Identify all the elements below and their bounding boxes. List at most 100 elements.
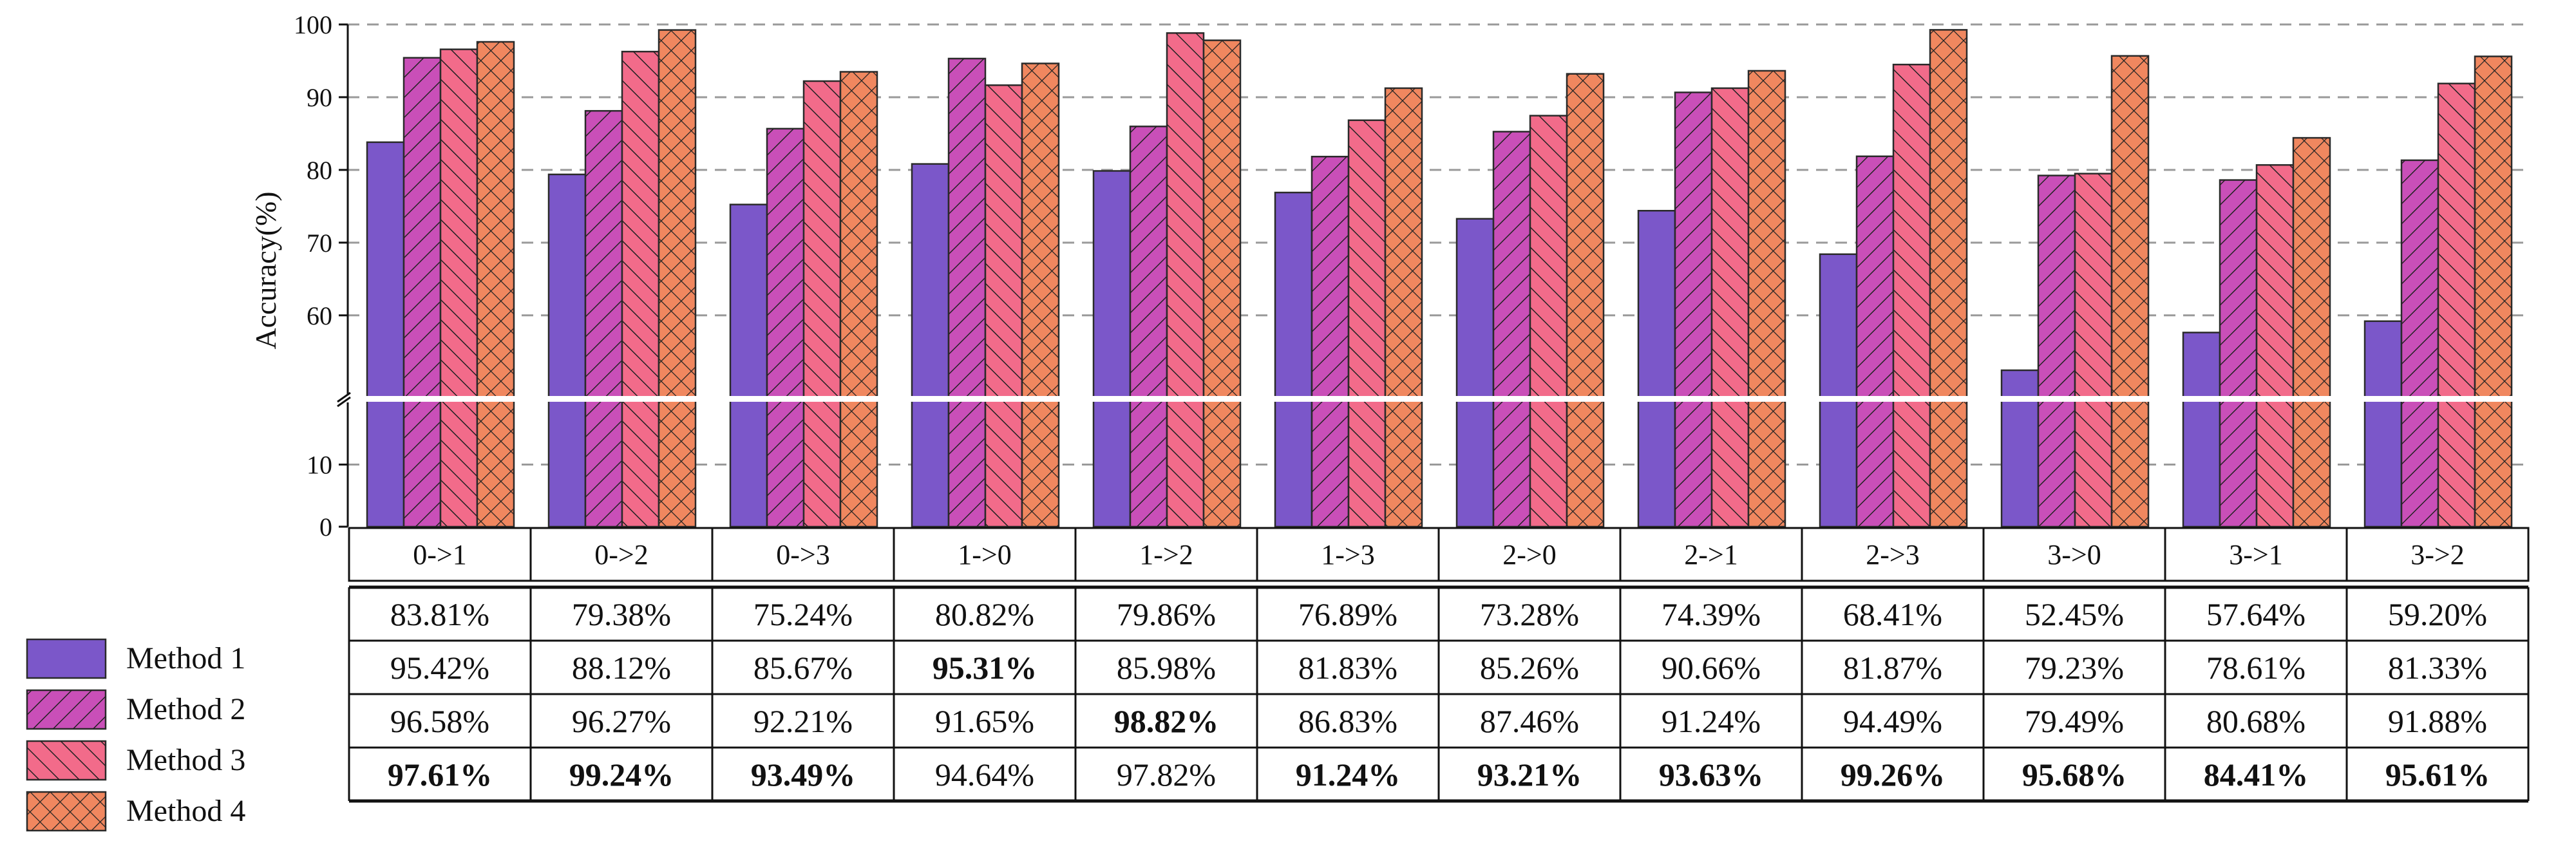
data-label: 97.61% (388, 757, 493, 793)
data-label: 87.46% (1480, 703, 1579, 739)
bar-hatch (804, 80, 840, 527)
data-label: 79.23% (2025, 650, 2124, 686)
data-label: 79.86% (1117, 596, 1216, 632)
legend-swatch-hatch (27, 741, 106, 780)
data-label: 95.42% (390, 650, 489, 686)
y-axis: 60 70 80 90 100 0 10 (294, 10, 349, 542)
x-tick-label: 1->3 (1321, 539, 1374, 570)
bar-method-1 (366, 141, 405, 528)
bar-hatch (1167, 33, 1204, 527)
bar-hatch (1567, 73, 1604, 527)
data-label: 73.28% (1480, 596, 1579, 632)
bar-hatch (2401, 160, 2438, 527)
bar-method-1 (1274, 191, 1313, 528)
y-tick-label: 10 (307, 451, 332, 480)
legend-label: Method 3 (126, 743, 245, 777)
data-label: 76.89% (1298, 596, 1397, 632)
bar-hatch (1530, 115, 1567, 527)
data-label: 91.24% (1296, 757, 1401, 793)
data-label: 96.27% (572, 703, 671, 739)
bar-hatch (2475, 56, 2512, 527)
data-label: 98.82% (1114, 703, 1219, 739)
data-label: 90.66% (1662, 650, 1761, 686)
bar-hatch (2075, 173, 2112, 527)
bar-hatch (477, 41, 514, 527)
x-tick-label: 0->3 (776, 539, 829, 570)
legend-label: Method 4 (126, 794, 245, 828)
data-label: 86.83% (1298, 703, 1397, 739)
bar-hatch (1712, 88, 1748, 527)
data-label: 95.68% (2022, 757, 2127, 793)
y-tick-label: 0 (319, 513, 332, 542)
data-label: 78.61% (2206, 650, 2306, 686)
y-tick-label: 80 (307, 156, 332, 185)
break-mark (337, 391, 351, 403)
bar-hatch (2038, 175, 2075, 527)
bar-hatch (2438, 83, 2475, 527)
bar-hatch (2257, 165, 2293, 527)
data-label: 80.68% (2206, 703, 2306, 739)
bar-method-1 (547, 173, 587, 528)
data-label: 52.45% (2025, 596, 2124, 632)
data-label: 93.21% (1477, 757, 1582, 793)
data-label: 85.26% (1480, 650, 1579, 686)
bar-hatch (659, 30, 696, 527)
x-tick-label: 1->2 (1139, 539, 1193, 570)
gridlines (348, 23, 2524, 466)
data-label: 81.83% (1298, 650, 1397, 686)
data-label: 81.33% (2388, 650, 2487, 686)
bars (366, 29, 2513, 528)
data-label: 94.49% (1843, 703, 1942, 739)
x-tick-label: 1->0 (958, 539, 1011, 570)
data-label: 79.38% (572, 596, 671, 632)
bar-method-1 (2182, 332, 2221, 528)
y-tick-label: 100 (294, 10, 332, 39)
bar-method-1 (1637, 209, 1676, 528)
bar-hatch (2220, 180, 2257, 527)
data-label: 92.21% (753, 703, 853, 739)
data-label: 80.82% (935, 596, 1034, 632)
x-tick-label: 3->0 (2047, 539, 2101, 570)
data-label: 91.24% (1662, 703, 1761, 739)
bar-hatch (1748, 70, 1785, 527)
break-mark (337, 396, 351, 408)
bar-hatch (622, 52, 659, 527)
data-label: 91.65% (935, 703, 1034, 739)
y-tick-label: 70 (307, 229, 332, 258)
legend-swatch-hatch (27, 792, 106, 831)
legend: Method 1 Method 2 Method 3 Method 4 (26, 638, 245, 832)
bar-hatch (767, 128, 804, 527)
data-label: 91.88% (2388, 703, 2487, 739)
data-label: 68.41% (1843, 596, 1942, 632)
bar-hatch (985, 85, 1022, 527)
y-tick-label: 90 (307, 83, 332, 112)
x-tick-label: 0->2 (594, 539, 648, 570)
data-label: 59.20% (2388, 596, 2487, 632)
x-tick-label: 3->2 (2410, 539, 2464, 570)
bar-hatch (1493, 131, 1530, 527)
data-label: 97.82% (1117, 757, 1216, 793)
bar-hatch (1204, 40, 1240, 527)
x-tick-label: 3->1 (2229, 539, 2282, 570)
bar-method-1 (1819, 253, 1858, 528)
bar-hatch (1385, 88, 1422, 527)
legend-swatch (26, 638, 107, 679)
data-label: 95.31% (933, 650, 1037, 686)
data-label: 85.98% (1117, 650, 1216, 686)
bar-method-1 (1092, 170, 1132, 528)
bar-hatch (1930, 30, 1967, 527)
bar-hatch (1312, 156, 1349, 527)
bar-hatch (1857, 156, 1893, 527)
bar-method-1 (2000, 369, 2040, 528)
data-label: 94.64% (935, 757, 1034, 793)
break-band (349, 396, 2526, 402)
y-tick-label: 60 (307, 301, 332, 330)
data-label: 85.67% (753, 650, 853, 686)
data-label: 93.49% (751, 757, 856, 793)
bar-hatch (585, 111, 622, 527)
data-label: 57.64% (2206, 596, 2306, 632)
x-tick-label: 0->1 (413, 539, 466, 570)
bar-hatch (1130, 126, 1167, 527)
x-tick-label: 2->3 (1866, 539, 1919, 570)
bar-hatch (840, 71, 877, 527)
